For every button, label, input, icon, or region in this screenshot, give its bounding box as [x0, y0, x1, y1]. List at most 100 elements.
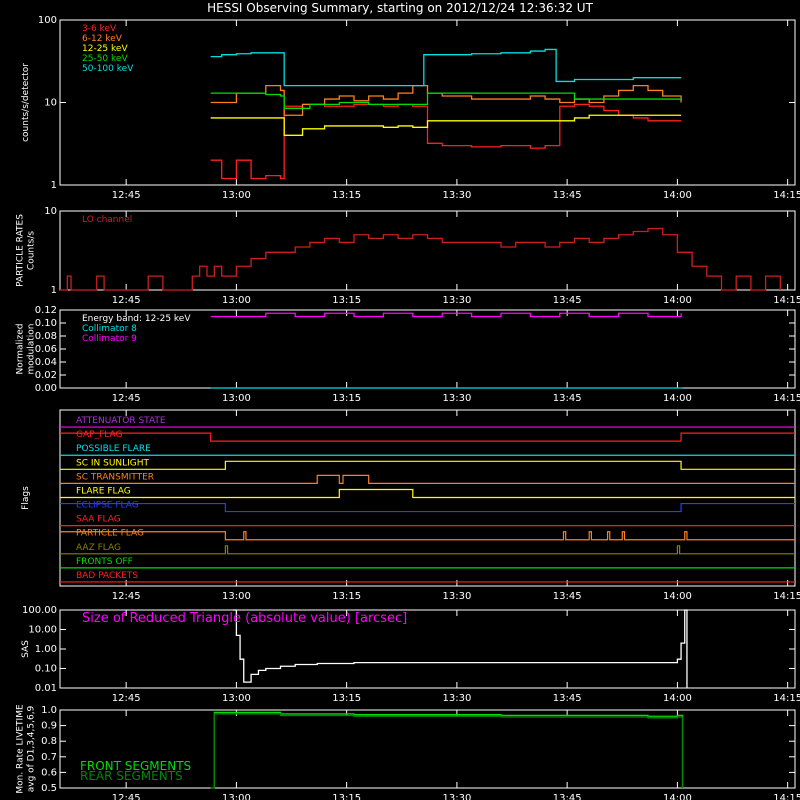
flag-line	[60, 488, 795, 499]
count-rates-legend-item: 3-6 keV	[82, 24, 117, 34]
modulation-annotation: Energy band: 12-25 keV	[82, 314, 191, 324]
flag-label: FRONTS OFF	[76, 557, 133, 567]
count-rates-time-label: 13:30	[442, 190, 471, 201]
flag-label: ECLIPSE FLAG	[76, 501, 139, 511]
particle-rates-time-label: 13:45	[553, 295, 582, 306]
panel-modulation: 12:45 13:00 13:15 13:30 13:45 14:00 14:15 Norma…	[16, 305, 800, 404]
panel-livetime: 12:45 13:00 13:15 13:30 13:45 14:00 14:15 Mon. …	[16, 704, 800, 800]
flag-line	[60, 474, 795, 484]
modulation-time-label: 13:15	[332, 393, 361, 404]
sas-y-tick-label: 0.01	[35, 683, 57, 694]
count-rates-time-label: 13:00	[222, 190, 251, 201]
modulation-time-label: 13:30	[442, 393, 471, 404]
flag-label: ATTENUATOR STATE	[76, 416, 166, 426]
flag-line	[60, 432, 795, 442]
particle-rates-series-lo-channel	[60, 227, 781, 291]
flag-label: SC TRANSMITTER	[76, 472, 154, 482]
modulation-series-collimator-9	[210, 312, 682, 318]
livetime-frame	[59, 709, 796, 789]
y-axis-label: Normalized	[16, 323, 26, 374]
count-rates-time-label: 12:45	[112, 190, 141, 201]
y-axis-label: modulation	[27, 324, 37, 375]
flag-label: SC IN SUNLIGHT	[76, 458, 150, 468]
modulation-time-label: 13:45	[553, 393, 582, 404]
livetime-y-tick-label: 1.0	[41, 705, 57, 716]
livetime-y-tick-label: 0.9	[41, 721, 57, 732]
y-axis-label: SAS	[21, 640, 31, 658]
sas-y-tick-label: 100.00	[22, 605, 57, 616]
count-rates-time-label: 13:45	[553, 190, 582, 201]
modulation-y-tick-label: 0.10	[35, 318, 57, 329]
particle-rates-legend-item: LO channel	[82, 215, 132, 225]
sas-time-label: 13:15	[332, 693, 361, 704]
count-rates-time-label: 14:15	[773, 190, 800, 201]
flag-label: POSSIBLE FLARE	[76, 444, 151, 454]
y-axis-label: counts/s/detector	[21, 63, 31, 142]
y-axis-label: Flags	[21, 486, 31, 510]
flags-time-label: 13:30	[442, 591, 471, 602]
count-rates-legend-item: 6-12 keV	[82, 34, 123, 44]
flag-line	[60, 545, 795, 555]
count-rates-time-label: 14:00	[663, 190, 692, 201]
modulation-time-label: 12:45	[112, 393, 141, 404]
modulation-time-label: 13:00	[222, 393, 251, 404]
modulation-y-tick-label: 0.12	[35, 305, 57, 316]
sas-y-tick-label: 0.10	[35, 664, 57, 675]
flag-label: PARTICLE FLAG	[76, 529, 144, 539]
particle-rates-frame	[59, 210, 796, 291]
sas-y-tick-label: 1.00	[35, 644, 57, 655]
flags-time-label: 14:15	[773, 591, 800, 602]
sas-time-label: 14:00	[663, 693, 692, 704]
modulation-y-tick-label: 0.02	[35, 370, 57, 381]
sas-y-tick-label: 10.00	[28, 625, 57, 636]
livetime-series-front-segments	[210, 711, 684, 789]
livetime-time-label: 13:45	[553, 793, 582, 800]
particle-rates-time-label: 12:45	[112, 295, 141, 306]
flags-time-label: 14:00	[663, 591, 692, 602]
sas-annotation: Size of Reduced Triangle (absolute value…	[82, 611, 407, 626]
panels: 12:45 13:00 13:15 13:30 13:45 14:00 14:15 count…	[16, 15, 800, 800]
sas-series-sas	[232, 609, 688, 688]
count-rates-series-25-50-kev	[210, 92, 682, 109]
count-rates-y-tick-label: 10	[44, 98, 57, 109]
count-rates-y-tick-label: 1	[51, 180, 57, 191]
flag-label: GAP_FLAG	[76, 430, 122, 440]
particle-rates-y-tick-label: 1	[51, 285, 57, 296]
particle-rates-time-label: 14:00	[663, 295, 692, 306]
y-axis-label: Counts/s	[27, 231, 37, 270]
count-rates-series-50-100-kev	[210, 48, 682, 87]
particle-rates-time-label: 13:00	[222, 295, 251, 306]
livetime-time-label: 13:00	[222, 793, 251, 800]
flag-label: SAA FLAG	[76, 515, 121, 525]
modulation-y-tick-label: 0.06	[35, 344, 57, 355]
flag-line	[60, 502, 795, 513]
flag-label: BAD PACKETS	[76, 571, 138, 581]
panel-particle-rates: 12:45 13:00 13:15 13:30 13:45 14:00 14:15 PARTI…	[16, 206, 800, 306]
panel-sas: 12:45 13:00 13:15 13:30 13:45 14:00 14:15 SAS 0.…	[21, 605, 800, 704]
y-axis-label: Mon. Rate LIVETIME	[16, 704, 26, 794]
panel-flags: 12:45 13:00 13:15 13:30 13:45 14:00 14:15 Flags…	[21, 409, 800, 602]
livetime-time-label: 13:15	[332, 793, 361, 800]
particle-rates-time-label: 13:30	[442, 295, 471, 306]
count-rates-legend-item: 25-50 keV	[82, 54, 128, 64]
flag-line	[60, 531, 795, 541]
flag-line	[60, 460, 795, 470]
flag-label: FLARE FLAG	[76, 486, 131, 496]
livetime-time-label: 12:45	[112, 793, 141, 800]
modulation-legend-item: Collimator 9	[82, 334, 137, 344]
flag-label: AAZ FLAG	[76, 543, 121, 553]
flags-time-label: 13:45	[553, 591, 582, 602]
panel-count-rates: 12:45 13:00 13:15 13:30 13:45 14:00 14:15 count…	[21, 15, 800, 201]
modulation-y-tick-label: 0.04	[35, 357, 57, 368]
livetime-time-label: 14:00	[663, 793, 692, 800]
modulation-y-tick-label: 0.08	[35, 331, 57, 342]
y-axis-label: PARTICLE RATES	[16, 214, 26, 287]
sas-time-label: 12:45	[112, 693, 141, 704]
flags-time-label: 12:45	[112, 591, 141, 602]
livetime-series-rear-segments	[210, 713, 684, 789]
count-rates-time-label: 13:15	[332, 190, 361, 201]
sas-time-label: 14:15	[773, 693, 800, 704]
livetime-y-tick-label: 0.6	[41, 767, 57, 778]
sas-time-label: 13:45	[553, 693, 582, 704]
